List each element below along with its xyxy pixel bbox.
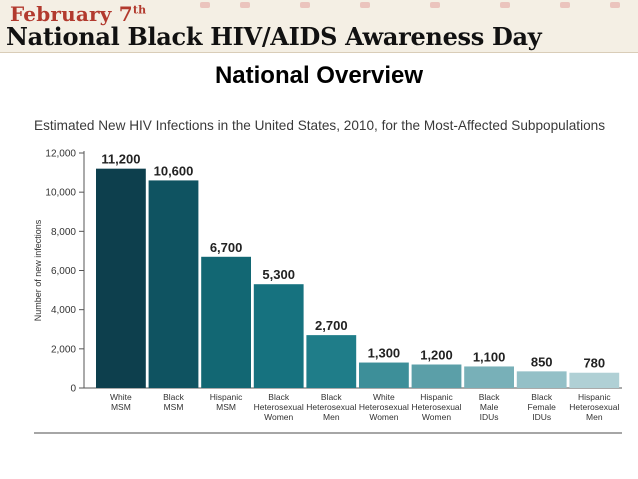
x-tick-label: Hispanic MSM (210, 392, 243, 412)
banner-decoration (240, 2, 250, 8)
bar (464, 366, 514, 388)
x-tick-label: Hispanic Heterosexual Men (569, 392, 619, 422)
x-tick-label-line: Black (479, 392, 501, 402)
bar (306, 335, 357, 388)
y-tick-label: 0 (70, 384, 76, 395)
header-banner: February 7th National Black HIV/AIDS Awa… (0, 0, 638, 53)
x-tick-label-line: Women (369, 412, 398, 422)
x-tick-label: Black Male IDUs (479, 392, 501, 422)
x-tick-label-line: Heterosexual (254, 402, 304, 412)
bar (359, 362, 409, 388)
x-tick-label: Hispanic Heterosexual Women (411, 392, 461, 422)
x-tick-label-line: MSM (164, 402, 184, 412)
y-tick-label: 12,000 (45, 149, 76, 160)
y-axis-title: Number of new infections (33, 219, 43, 321)
y-tick-label: 8,000 (51, 227, 76, 238)
x-tick-label-line: Female (528, 402, 557, 412)
x-tick-label-line: Hispanic (578, 392, 611, 402)
x-tick-label-line: Black (531, 392, 553, 402)
bar-value-label: 780 (583, 356, 605, 371)
x-tick-label: White Heterosexual Women (359, 392, 409, 422)
bar-value-label: 1,100 (473, 349, 506, 364)
banner-decoration (300, 2, 310, 8)
bar (253, 284, 304, 388)
banner-decoration (500, 2, 510, 8)
banner-decoration (610, 2, 620, 8)
x-tick-label-line: Black (321, 392, 343, 402)
bar-value-label: 2,700 (315, 318, 348, 333)
x-tick-label-line: Black (163, 392, 185, 402)
bar (201, 256, 251, 388)
x-tick-label-line: Heterosexual (306, 402, 356, 412)
chart-title: Estimated New HIV Infections in the Unit… (34, 118, 606, 133)
x-tick-label-line: White (110, 392, 132, 402)
bars: 11,200 10,600 6,700 5,300 2,700 1,300 1,200 1,1… (96, 152, 620, 388)
x-tick-label: Black MSM (163, 392, 185, 412)
bar-value-label: 850 (531, 354, 553, 369)
bar (96, 168, 146, 388)
bar (148, 180, 199, 388)
x-tick-label-line: MSM (111, 402, 131, 412)
x-tick-label: Black Heterosexual Men (306, 392, 356, 422)
x-tick-label-line: IDUs (480, 412, 499, 422)
banner-decoration (200, 2, 210, 8)
banner-date: February 7th (10, 2, 146, 26)
banner-decoration (430, 2, 440, 8)
x-tick-label-line: Hispanic (420, 392, 453, 402)
banner-date-text: February 7 (10, 2, 133, 26)
x-tick-label-line: Men (586, 412, 603, 422)
bar-value-label: 11,200 (101, 152, 140, 167)
banner-title: National Black HIV/AIDS Awareness Day (6, 22, 542, 51)
x-tick-label-line: Heterosexual (411, 402, 461, 412)
x-tick-label-line: White (373, 392, 395, 402)
x-tick-label-line: MSM (216, 402, 236, 412)
y-tick-label: 6,000 (51, 266, 76, 277)
x-tick-label-line: Heterosexual (359, 402, 409, 412)
x-tick-label-line: Black (268, 392, 290, 402)
bar (411, 364, 462, 388)
bar-value-label: 10,600 (154, 163, 194, 178)
page-title: National Overview (214, 62, 424, 89)
x-tick-label-line: Male (480, 402, 499, 412)
banner-decoration (560, 2, 570, 8)
x-tick-label: Black Heterosexual Women (254, 392, 304, 422)
bar-value-label: 1,300 (368, 346, 401, 361)
x-tick-label-line: IDUs (532, 412, 551, 422)
x-tick-label-line: Women (264, 412, 293, 422)
x-tick-label-line: Women (422, 412, 451, 422)
x-tick-label: Black Female IDUs (528, 392, 557, 422)
bar-value-label: 5,300 (262, 267, 295, 282)
bar-value-label: 6,700 (210, 240, 243, 255)
bar-value-label: 1,200 (420, 348, 453, 363)
bar (516, 371, 567, 388)
y-tick-label: 4,000 (51, 305, 76, 316)
x-tick-label-line: Hispanic (210, 392, 243, 402)
x-tick-label-line: Men (323, 412, 340, 422)
bar (569, 372, 620, 388)
banner-date-suffix: th (132, 3, 147, 17)
y-tick-label: 2,000 (51, 344, 76, 355)
x-tick-label: White MSM (110, 392, 132, 412)
x-tick-label-line: Heterosexual (569, 402, 619, 412)
banner-decoration (360, 2, 370, 8)
y-tick-label: 10,000 (45, 188, 76, 199)
